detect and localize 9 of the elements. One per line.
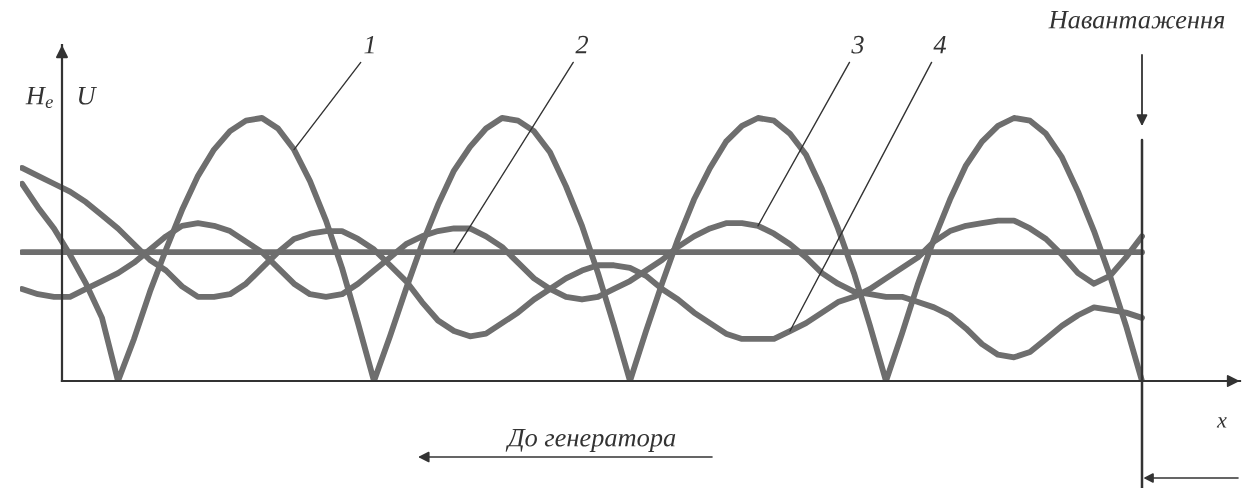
text: 1 xyxy=(364,35,374,54)
text: До генератора xyxy=(505,429,676,452)
text: 2 xyxy=(575,35,589,54)
text: 4 xyxy=(933,35,946,54)
x-axis-title: x xyxy=(1216,417,1227,428)
text: Навантаження xyxy=(1048,11,1225,29)
y-axis-title: H$_{e}$ xyxy=(25,86,53,109)
text: 3 xyxy=(851,35,864,54)
text: U xyxy=(78,87,97,105)
